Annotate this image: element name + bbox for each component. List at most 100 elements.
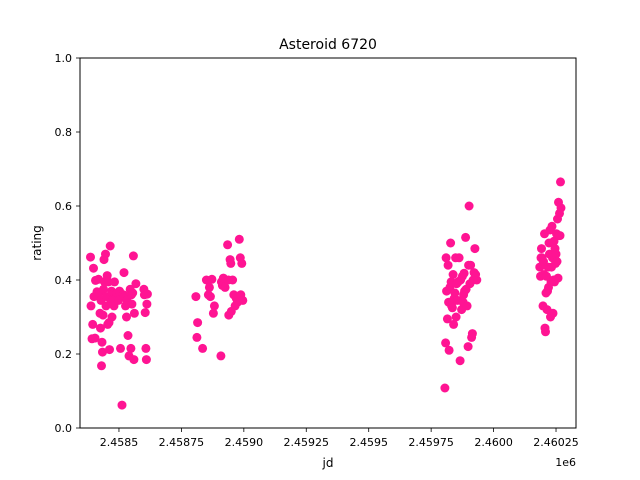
data-point xyxy=(127,299,137,309)
data-point xyxy=(191,292,201,302)
data-point xyxy=(98,310,108,320)
data-point xyxy=(463,342,473,352)
data-point xyxy=(449,319,459,329)
data-point xyxy=(209,301,219,311)
data-point xyxy=(128,288,138,298)
data-point xyxy=(537,244,546,254)
data-point xyxy=(464,201,474,211)
data-point xyxy=(440,383,450,393)
data-point xyxy=(451,312,461,322)
x-tick-label: 2.46025 xyxy=(533,436,579,449)
data-point xyxy=(122,312,131,322)
data-point xyxy=(90,333,100,343)
data-point xyxy=(228,275,238,285)
data-point xyxy=(86,301,96,311)
data-point xyxy=(441,253,451,263)
data-point xyxy=(553,273,563,283)
data-point xyxy=(466,260,476,270)
data-point xyxy=(237,258,247,268)
data-point xyxy=(126,343,136,353)
y-tick-label: 0.0 xyxy=(55,422,73,435)
data-point xyxy=(556,203,566,213)
data-points xyxy=(86,177,566,410)
data-point xyxy=(97,361,106,371)
data-point xyxy=(441,338,451,348)
data-point xyxy=(131,279,141,289)
data-point xyxy=(455,356,465,366)
data-point xyxy=(461,232,471,242)
data-point xyxy=(551,249,561,259)
data-point xyxy=(467,329,477,339)
data-point xyxy=(443,260,453,270)
data-point xyxy=(105,241,115,251)
data-point xyxy=(129,308,139,318)
x-tick-label: 2.45925 xyxy=(284,436,330,449)
data-point xyxy=(193,318,203,328)
x-tick-label: 2.4590 xyxy=(225,436,264,449)
data-point xyxy=(547,221,557,231)
data-point xyxy=(110,277,119,287)
data-point xyxy=(128,251,138,261)
data-point xyxy=(97,337,107,347)
data-point xyxy=(450,288,460,298)
y-tick-label: 0.2 xyxy=(55,348,73,361)
data-point xyxy=(459,268,469,278)
data-point xyxy=(448,270,458,279)
data-point xyxy=(552,257,562,266)
data-point xyxy=(216,351,226,361)
data-point xyxy=(447,303,457,313)
y-tick-label: 1.0 xyxy=(55,52,73,65)
data-point xyxy=(88,319,98,329)
data-point xyxy=(234,234,244,244)
data-point xyxy=(220,282,230,292)
data-point xyxy=(555,231,565,241)
y-axis-label: rating xyxy=(30,225,44,261)
data-point xyxy=(96,323,105,333)
data-point xyxy=(556,177,565,187)
data-point xyxy=(238,295,248,305)
data-point xyxy=(204,282,214,292)
data-point xyxy=(141,355,151,365)
data-point xyxy=(141,343,151,353)
x-axis: 2.4585 2.45875 2.4590 2.45925 2.4595 2.45975 2… xyxy=(100,428,579,449)
data-point xyxy=(86,252,95,262)
data-point xyxy=(462,301,472,311)
data-point xyxy=(101,249,110,259)
data-point xyxy=(129,355,139,365)
data-point xyxy=(470,244,480,254)
data-point xyxy=(142,289,152,299)
data-point xyxy=(192,332,202,342)
data-point xyxy=(119,268,129,278)
data-point xyxy=(140,308,150,318)
data-point xyxy=(89,263,98,273)
data-point xyxy=(446,238,456,248)
data-point xyxy=(454,253,464,263)
data-point xyxy=(99,284,108,294)
x-tick-label: 2.45875 xyxy=(159,436,205,449)
x-tick-label: 2.45975 xyxy=(408,436,454,449)
data-point xyxy=(117,400,127,410)
data-point xyxy=(116,343,125,353)
data-point xyxy=(207,274,217,284)
data-point xyxy=(142,299,152,309)
data-point xyxy=(208,308,218,318)
x-tick-label: 2.4585 xyxy=(100,436,139,449)
y-axis: 0.0 0.2 0.4 0.6 0.8 1.0 xyxy=(55,52,80,435)
data-point xyxy=(442,314,452,324)
data-point xyxy=(98,347,107,357)
y-tick-label: 0.6 xyxy=(55,200,73,213)
data-point xyxy=(205,292,215,302)
data-point xyxy=(198,343,208,353)
chart-title: Asteroid 6720 xyxy=(279,37,377,53)
data-point xyxy=(105,345,114,355)
x-axis-label: jd xyxy=(322,456,334,470)
x-tick-label: 2.4600 xyxy=(474,436,513,449)
data-point xyxy=(123,331,133,340)
y-tick-label: 0.8 xyxy=(55,126,73,139)
data-point xyxy=(107,312,117,322)
data-point xyxy=(223,240,233,250)
x-axis-offset-label: 1e6 xyxy=(555,456,576,469)
data-point xyxy=(541,327,550,337)
